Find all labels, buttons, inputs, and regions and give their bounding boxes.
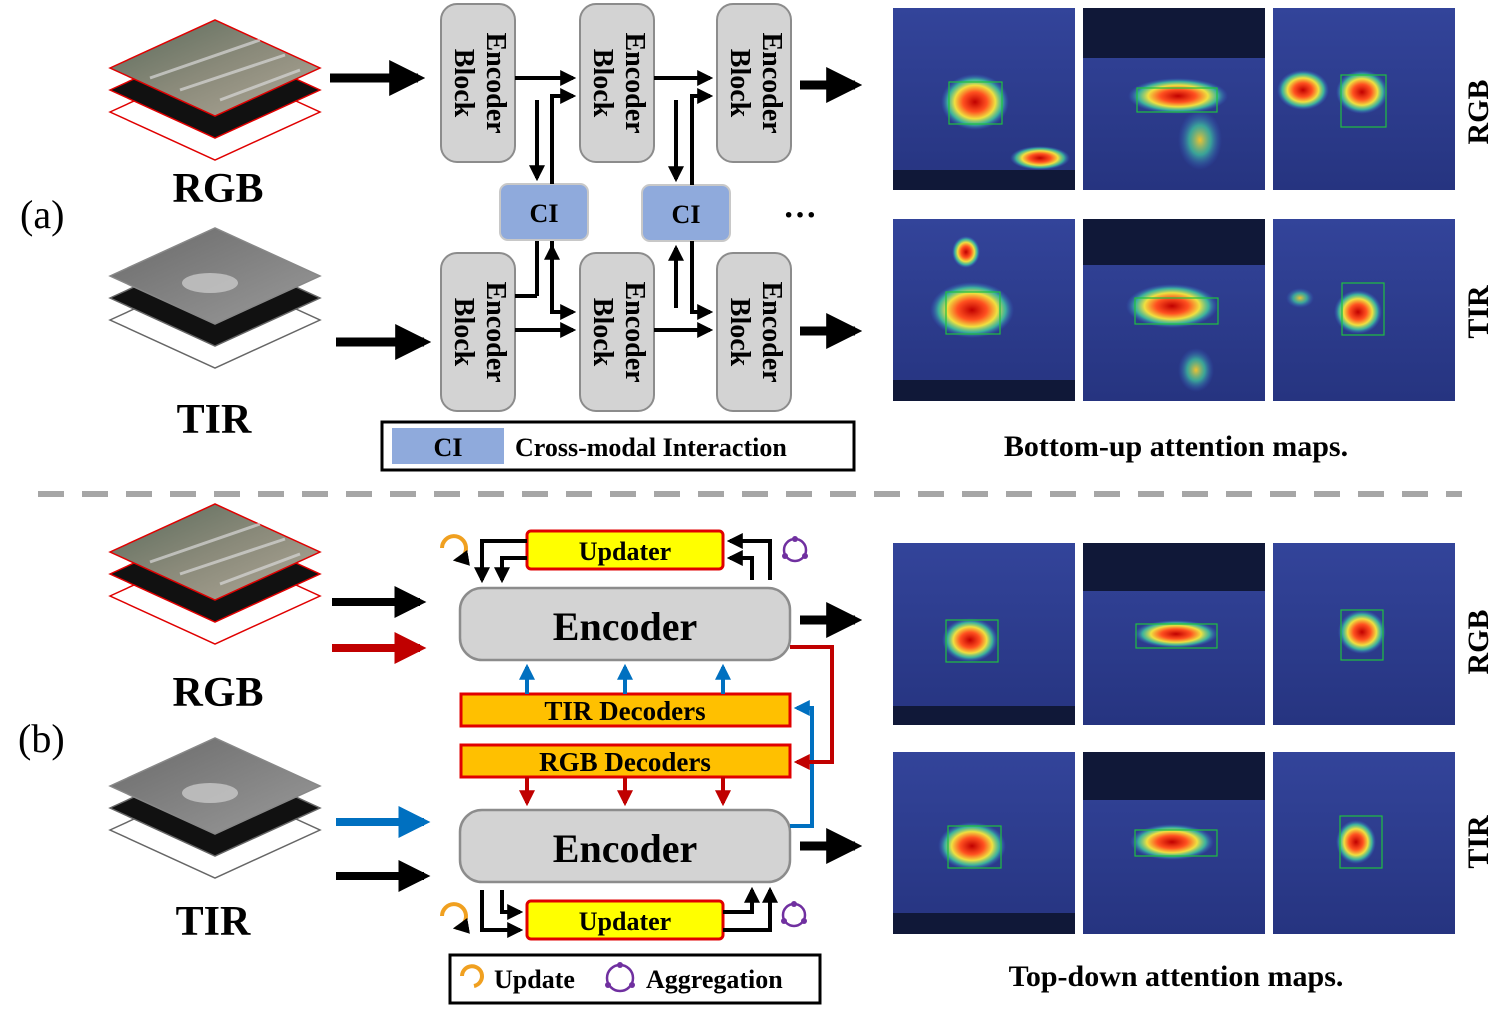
rgb-input-label: RGB [172, 670, 263, 716]
rgb-encoder [458, 586, 792, 662]
attention-map [1273, 543, 1455, 725]
attention-map [893, 8, 1075, 190]
panel-b-label: (b) [18, 716, 65, 761]
ci-block-2 [641, 184, 731, 242]
row-label-rgb: RGB [1462, 609, 1495, 674]
encoder-block-line2: Block [448, 49, 479, 118]
updater-loops [474, 533, 778, 938]
legend-aggregation-label: Aggregation [646, 965, 783, 994]
tir-input-label: TIR [176, 899, 251, 945]
ci-block-1 [499, 183, 589, 241]
tir-updater [525, 899, 725, 941]
attention-map [893, 219, 1075, 401]
legend-box-b [448, 953, 822, 1005]
aggregation-icon [782, 536, 808, 563]
rgb-input-label: RGB [172, 166, 263, 212]
encoder-block-line2: Block [587, 49, 618, 118]
rgb-encoder-blocks: Encoder Block Encoder Block Encoder Bloc… [440, 3, 792, 163]
panel-a: (a) RGB TIR Encoder Block Encoder Block … [20, 3, 1495, 472]
tir-updater-label: Updater [579, 907, 671, 936]
legend-ci-text: Cross-modal Interaction [515, 433, 787, 462]
encoder-block-line2: Block [724, 298, 755, 367]
rgb-updater [525, 529, 725, 571]
rgb-encoder-label: Encoder [553, 604, 697, 649]
attention-map [1083, 8, 1265, 190]
tir-frame-stack-icon [109, 227, 321, 369]
rgb-decoder-arrows [519, 645, 834, 807]
caption-top-down: Top-down attention maps. [1009, 960, 1344, 993]
attention-map [1273, 752, 1455, 934]
attention-map [1083, 752, 1265, 934]
tir-frame-stack-icon [109, 737, 321, 879]
tir-decoders-label: TIR Decoders [544, 696, 705, 726]
encoder-block-line1: Encoder [480, 32, 511, 133]
rgb-decoders-label: RGB Decoders [539, 747, 711, 777]
rgb-frame-stack-icon [108, 502, 322, 646]
legend-update-label: Update [494, 965, 575, 994]
tir-encoder-blocks: Encoder Block Encoder Block Encoder Bloc… [440, 252, 792, 412]
encoder-block-line2: Block [724, 49, 755, 118]
tir-input-label: TIR [177, 397, 252, 443]
encoder-block-line1: Encoder [619, 281, 650, 382]
top-down-attention-maps [893, 543, 1455, 934]
update-icon [440, 902, 470, 934]
encoder-block-line2: Block [448, 298, 479, 367]
attention-map [1083, 219, 1265, 401]
encoder-block-line1: Encoder [619, 32, 650, 133]
encoder-block-line1: Encoder [756, 281, 787, 382]
aggregation-icon [781, 901, 807, 928]
attention-map [893, 543, 1075, 725]
caption-bottom-up: Bottom-up attention maps. [1004, 430, 1348, 463]
attention-map [893, 752, 1075, 934]
ellipsis: ··· [783, 197, 817, 234]
row-label-rgb: RGB [1462, 79, 1495, 144]
tir-encoder [458, 808, 792, 884]
panel-a-connectors [515, 70, 714, 338]
legend-aggregation-icon [605, 962, 635, 993]
bottom-up-attention-maps [893, 8, 1455, 401]
encoder-block-line2: Block [587, 298, 618, 367]
rgb-updater-label: Updater [579, 537, 671, 566]
rgb-frame-stack-icon [108, 18, 322, 162]
tir-decoders [459, 692, 792, 728]
attention-map [1273, 8, 1455, 190]
legend-ci-label: CI [434, 433, 463, 462]
tir-decoder-arrows [519, 663, 814, 828]
attention-map [1083, 543, 1265, 725]
panel-b: (b) RGB TIR Encoder Encoder TIR Decoders… [18, 502, 1495, 1005]
attention-map [1273, 219, 1455, 401]
ci-label: CI [672, 200, 701, 229]
update-icon [440, 534, 470, 566]
encoder-block-line1: Encoder [756, 32, 787, 133]
encoder-block-line1: Encoder [480, 281, 511, 382]
row-label-tir: TIR [1462, 285, 1495, 339]
legend-ci-swatch [392, 428, 504, 464]
panel-a-label: (a) [20, 192, 64, 237]
ci-label: CI [530, 199, 559, 228]
tir-encoder-label: Encoder [553, 826, 697, 871]
legend-update-icon [460, 964, 484, 988]
row-label-tir: TIR [1462, 815, 1495, 869]
